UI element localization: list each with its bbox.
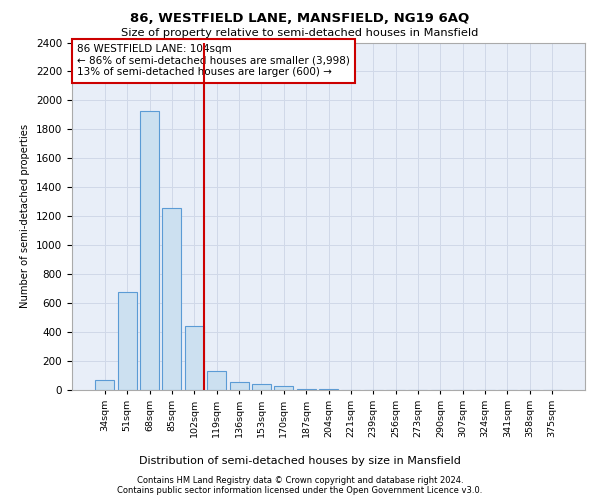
Bar [252,384,271,390]
Bar [118,292,137,390]
Text: Contains HM Land Registry data © Crown copyright and database right 2024.: Contains HM Land Registry data © Crown c… [137,476,463,485]
Y-axis label: Number of semi-detached properties: Number of semi-detached properties [20,124,31,308]
Bar [140,110,159,390]
Text: 86 WESTFIELD LANE: 104sqm
← 86% of semi-detached houses are smaller (3,998)
13% : 86 WESTFIELD LANE: 104sqm ← 86% of semi-… [77,44,350,78]
Bar [207,371,226,390]
Bar [95,380,115,390]
Text: Contains public sector information licensed under the Open Government Licence v3: Contains public sector information licen… [118,486,482,495]
Text: Distribution of semi-detached houses by size in Mansfield: Distribution of semi-detached houses by … [139,456,461,466]
Text: 86, WESTFIELD LANE, MANSFIELD, NG19 6AQ: 86, WESTFIELD LANE, MANSFIELD, NG19 6AQ [130,12,470,26]
Text: Size of property relative to semi-detached houses in Mansfield: Size of property relative to semi-detach… [121,28,479,38]
Bar [296,388,316,390]
Bar [163,208,181,390]
Bar [185,326,204,390]
Bar [274,386,293,390]
Bar [230,382,248,390]
